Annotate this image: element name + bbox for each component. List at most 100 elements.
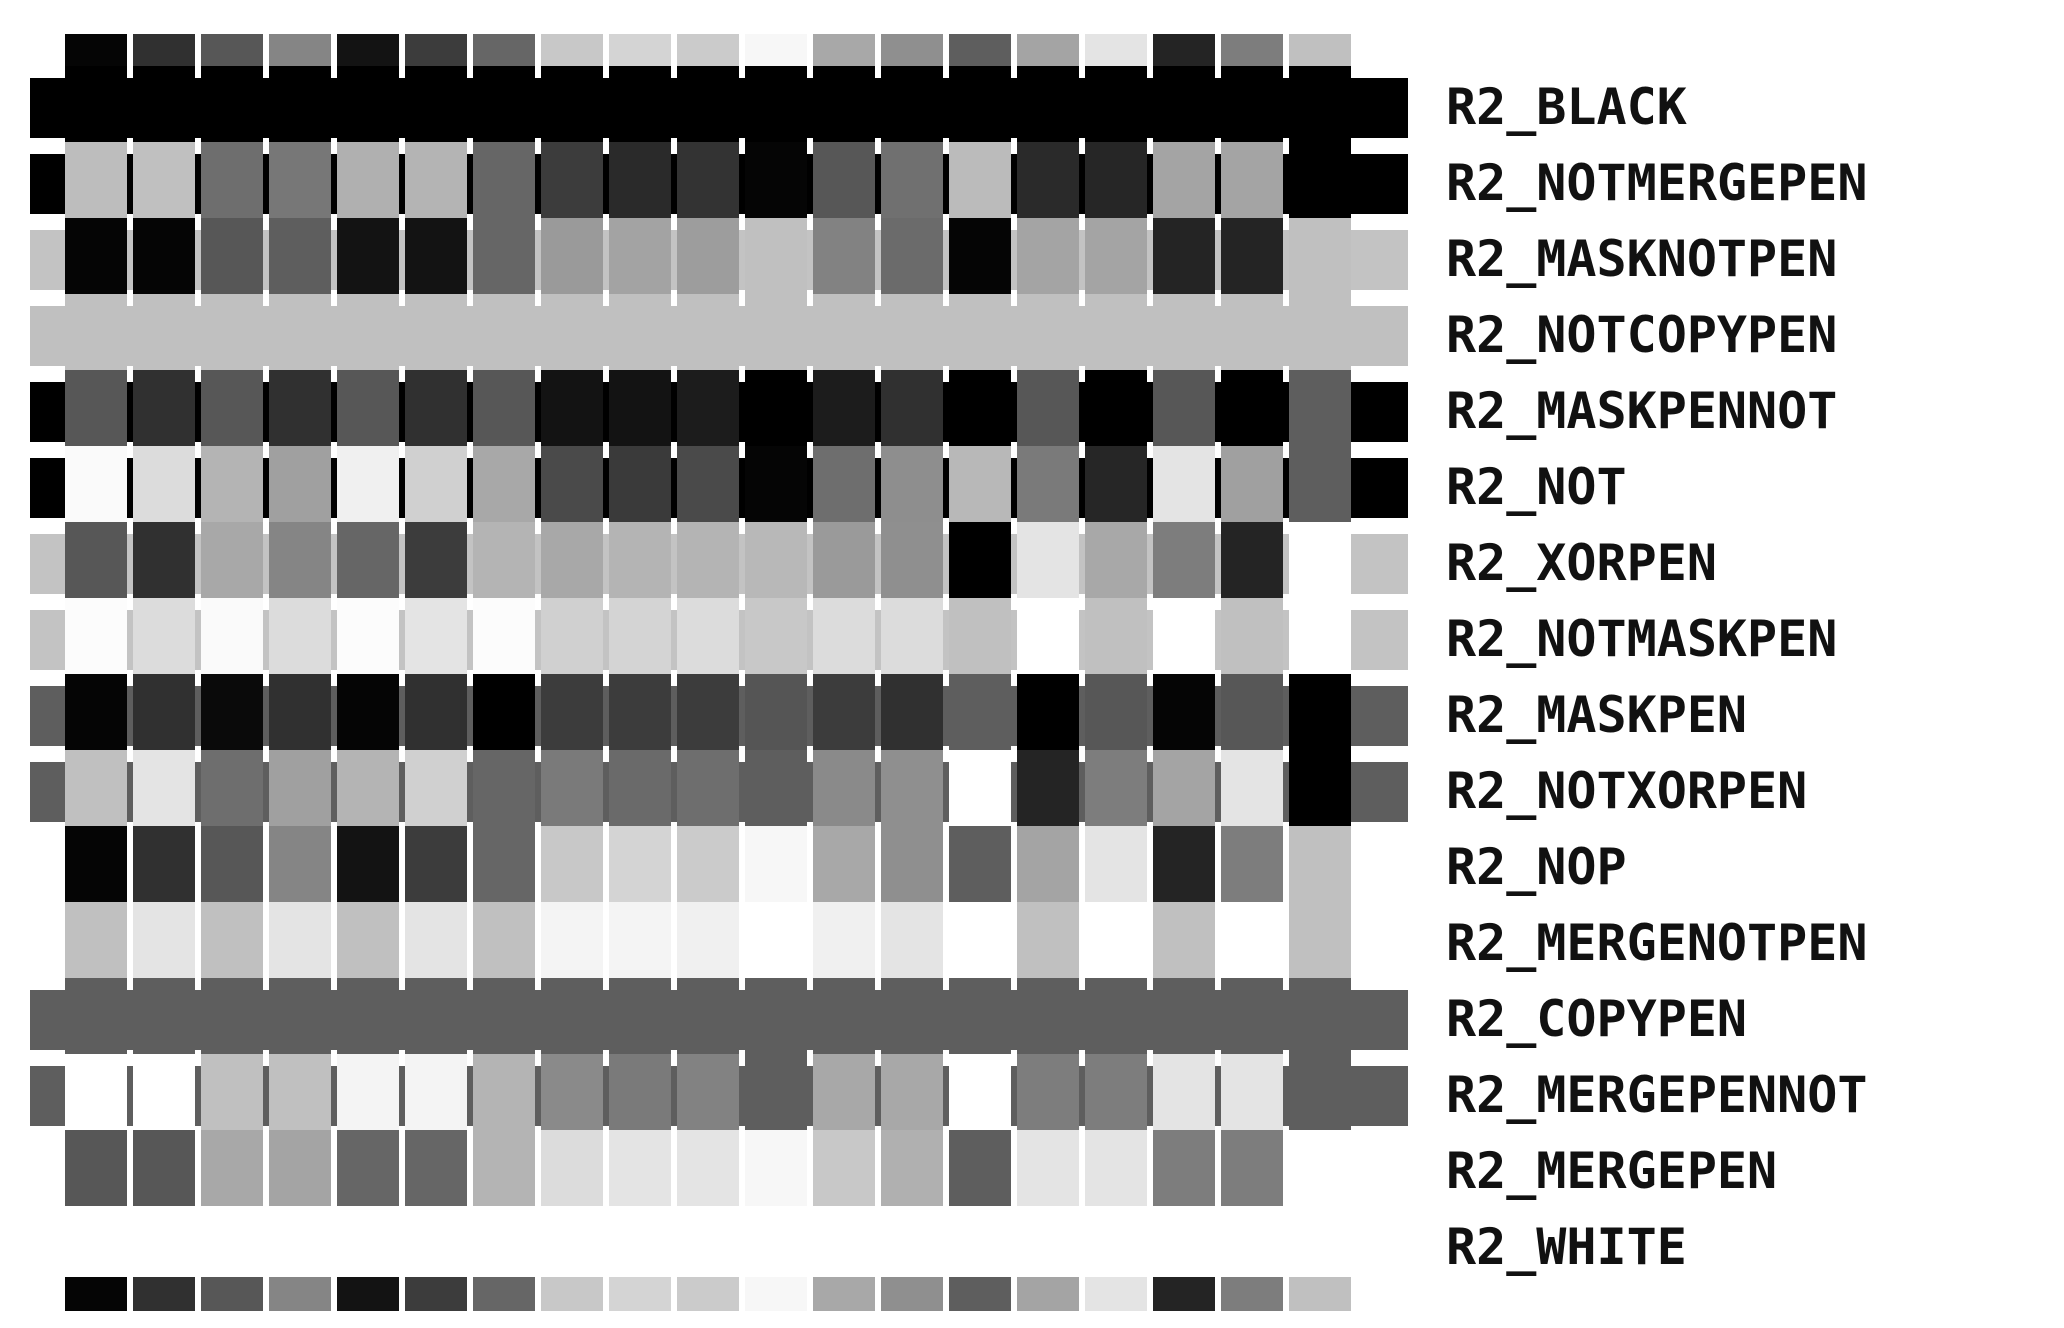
palette-bottom-swatch (1085, 1277, 1147, 1311)
result-swatch (337, 1130, 399, 1214)
rop-mode-label: R2_BLACK (1446, 78, 1687, 136)
result-swatch (201, 370, 263, 454)
result-swatch (813, 446, 875, 530)
result-swatch (1085, 978, 1147, 1062)
result-swatch (677, 826, 739, 910)
result-swatch (1221, 978, 1283, 1062)
result-swatch (201, 1054, 263, 1138)
result-swatch (133, 446, 195, 530)
result-swatch (813, 370, 875, 454)
result-swatch (201, 598, 263, 682)
row-cells (65, 66, 1351, 1290)
palette-bottom-swatch (269, 1277, 331, 1311)
result-swatch (1221, 826, 1283, 910)
result-swatch (813, 674, 875, 758)
result-swatch (813, 218, 875, 302)
result-swatch (1289, 902, 1351, 986)
result-swatch (745, 1206, 807, 1290)
result-swatch (1017, 370, 1079, 454)
result-swatch (949, 1054, 1011, 1138)
result-swatch (541, 522, 603, 606)
rop-mode-label: R2_MERGEPENNOT (1446, 1066, 1867, 1124)
result-swatch (405, 446, 467, 530)
result-swatch (1085, 1206, 1147, 1290)
result-swatch (133, 142, 195, 226)
result-swatch (405, 218, 467, 302)
palette-bottom-swatch (745, 1277, 807, 1311)
result-swatch (65, 66, 127, 150)
result-swatch (745, 370, 807, 454)
result-swatch (813, 826, 875, 910)
result-swatch (269, 522, 331, 606)
result-swatch (1017, 674, 1079, 758)
result-swatch (1153, 826, 1215, 910)
result-swatch (677, 750, 739, 834)
palette-bottom-swatch (949, 1277, 1011, 1311)
result-swatch (1221, 750, 1283, 834)
result-swatch (65, 142, 127, 226)
result-swatch (813, 1206, 875, 1290)
palette-bottom-swatch (473, 1277, 535, 1311)
result-swatch (473, 902, 535, 986)
result-swatch (405, 142, 467, 226)
result-swatch (677, 674, 739, 758)
result-swatch (1153, 598, 1215, 682)
result-swatch (609, 294, 671, 378)
result-swatch (1017, 66, 1079, 150)
result-swatch (949, 294, 1011, 378)
result-swatch (473, 1206, 535, 1290)
result-swatch (881, 66, 943, 150)
result-swatch (133, 978, 195, 1062)
palette-bottom-swatch (133, 1277, 195, 1311)
result-swatch (541, 750, 603, 834)
rop-mode-label: R2_NOP (1446, 838, 1627, 896)
result-swatch (337, 370, 399, 454)
result-swatch (337, 598, 399, 682)
result-swatch (473, 1054, 535, 1138)
result-swatch (1289, 66, 1351, 150)
result-swatch (609, 978, 671, 1062)
rop-mode-label: R2_MASKNOTPEN (1446, 230, 1837, 288)
result-swatch (1153, 978, 1215, 1062)
result-swatch (881, 978, 943, 1062)
result-swatch (1153, 1206, 1215, 1290)
result-swatch (1153, 1130, 1215, 1214)
result-swatch (1017, 1054, 1079, 1138)
result-swatch (337, 66, 399, 150)
result-swatch (337, 902, 399, 986)
result-swatch (337, 1054, 399, 1138)
rop-mode-label: R2_MERGEPEN (1446, 1142, 1777, 1200)
result-swatch (745, 218, 807, 302)
result-swatch (949, 674, 1011, 758)
result-swatch (65, 1130, 127, 1214)
result-swatch (473, 598, 535, 682)
result-swatch (1153, 902, 1215, 986)
result-swatch (405, 1130, 467, 1214)
result-swatch (1289, 1130, 1351, 1214)
result-swatch (133, 1130, 195, 1214)
result-swatch (609, 446, 671, 530)
result-swatch (541, 1130, 603, 1214)
result-swatch (269, 902, 331, 986)
result-swatch (269, 66, 331, 150)
row-labels: R2_BLACK R2_NOTMERGEPEN R2_MASKNOTPEN R2_NO… (1446, 78, 1867, 1276)
result-swatch (1017, 446, 1079, 530)
result-swatch (677, 978, 739, 1062)
rop-mode-label: R2_NOTMASKPEN (1446, 610, 1837, 668)
result-swatch (609, 1206, 671, 1290)
result-swatch (813, 902, 875, 986)
rop-mode-label: R2_MASKPEN (1446, 686, 1747, 744)
result-swatch (609, 522, 671, 606)
result-swatch (1221, 294, 1283, 378)
result-swatch (677, 66, 739, 150)
result-swatch (745, 750, 807, 834)
palette-bottom-swatch (677, 1277, 739, 1311)
result-swatch (745, 674, 807, 758)
result-swatch (1085, 522, 1147, 606)
result-swatch (269, 674, 331, 758)
result-swatch (405, 522, 467, 606)
rop-mode-label: R2_MERGENOTPEN (1446, 914, 1867, 972)
result-swatch (745, 826, 807, 910)
result-swatch (1221, 1130, 1283, 1214)
result-swatch (881, 370, 943, 454)
